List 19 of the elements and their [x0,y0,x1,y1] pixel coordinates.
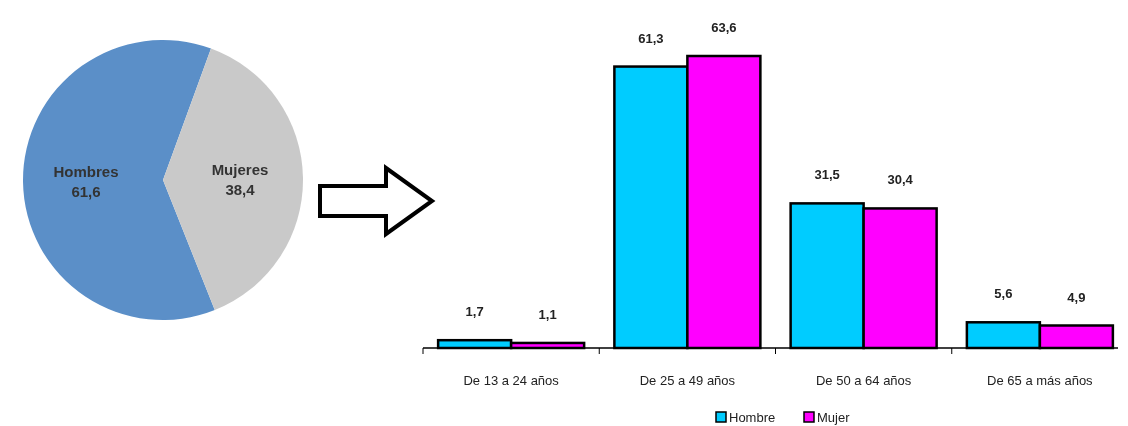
data-label: 38,4 [225,180,256,198]
x-tick-label: De 25 a 49 años [639,373,736,388]
data-label: 1,1 [538,306,557,322]
x-tick-label: De 13 a 24 años [463,373,560,388]
x-tick-label: De 50 a 64 años [815,373,912,388]
data-label: 61,3 [638,30,664,46]
data-label: 31,5 [814,167,840,183]
slice-label: Mujeres [211,160,269,178]
data-label: 30,4 [887,172,914,188]
data-label: 61,6 [71,183,101,201]
data-label: 4,9 [1067,289,1086,305]
pie-slice [163,48,303,311]
legend-label: Hombre [729,410,776,425]
data-label: 63,6 [711,20,737,35]
x-tick-label: De 65 a más años [987,373,1094,388]
data-label: 1,7 [465,304,484,320]
slice-label: Hombres [53,163,119,181]
data-label: 5,6 [994,286,1013,302]
legend-label: Mujer [817,410,851,425]
